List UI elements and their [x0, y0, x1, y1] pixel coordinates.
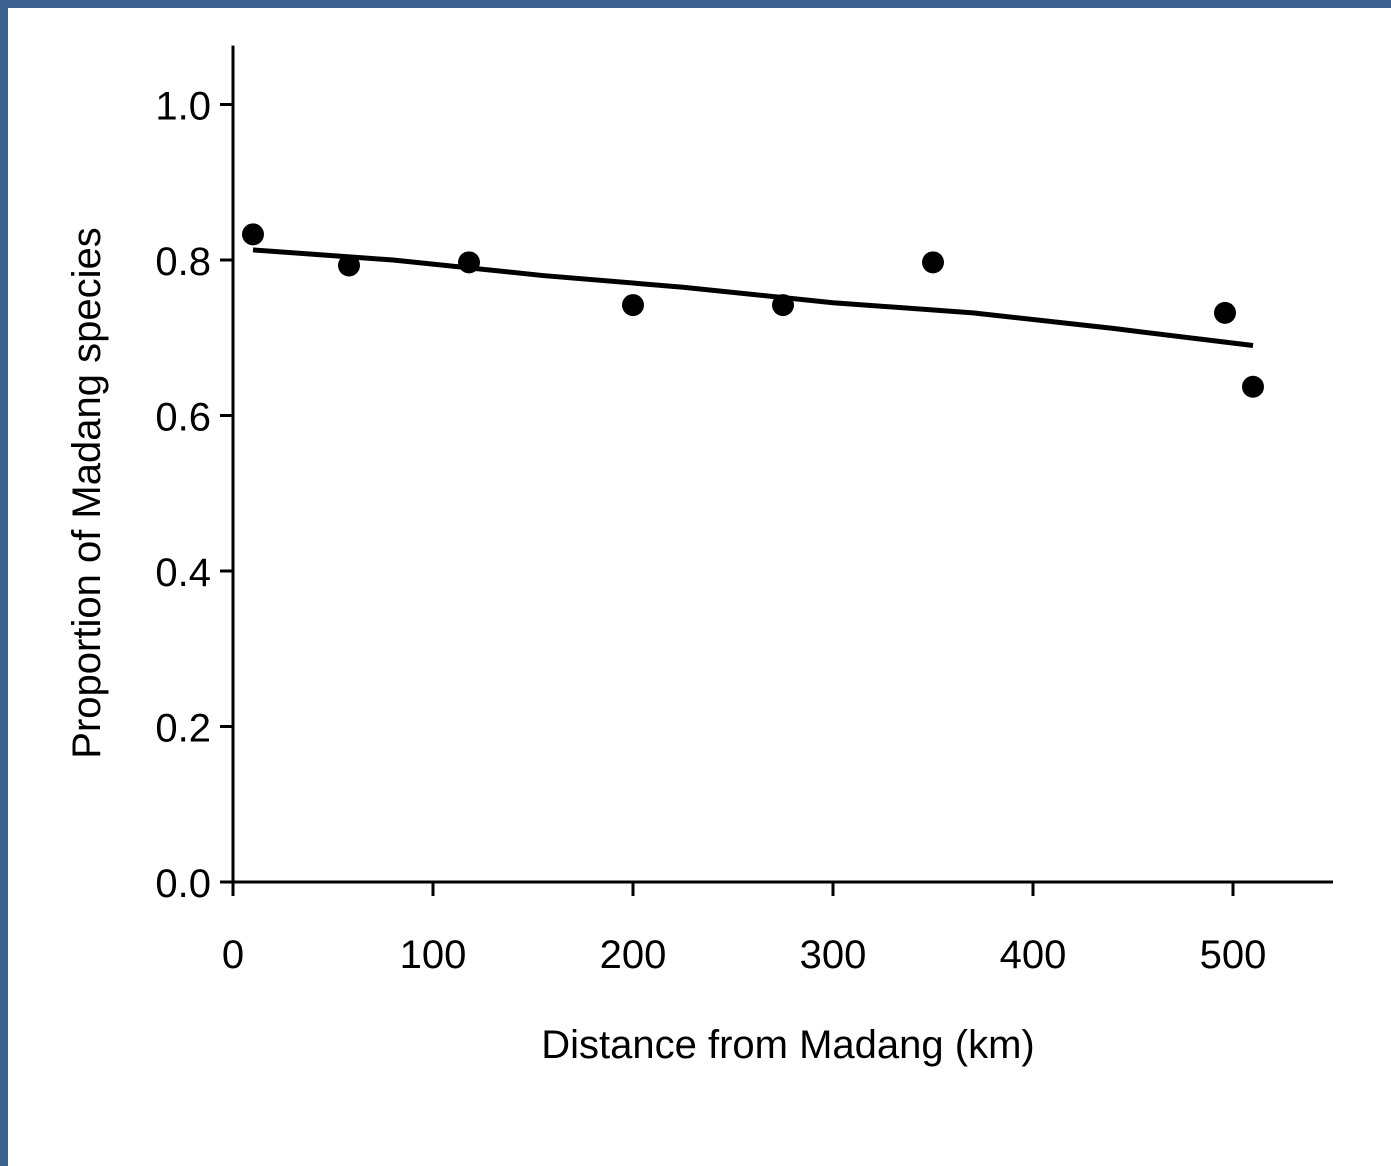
y-tick-label: 0.2 — [155, 707, 211, 751]
y-tick-label: 0.8 — [155, 240, 211, 284]
y-tick-label: 0.4 — [155, 551, 211, 595]
x-ticks: 0 100 200 300 400 500 — [222, 882, 1267, 977]
x-tick-label: 300 — [800, 933, 867, 977]
y-ticks: 0.0 0.2 0.4 0.6 0.8 1.0 — [155, 85, 233, 906]
data-points — [242, 223, 1264, 398]
data-point — [458, 251, 480, 274]
axes — [231, 45, 1333, 884]
y-axis-title: Proportion of Madang species — [65, 227, 109, 758]
data-point — [242, 223, 264, 246]
x-tick-label: 500 — [1200, 933, 1267, 977]
data-point — [772, 294, 794, 317]
data-point — [922, 251, 944, 274]
data-point — [622, 294, 644, 317]
x-tick-label: 400 — [1000, 933, 1067, 977]
data-point — [1242, 375, 1264, 398]
data-point — [1214, 301, 1236, 324]
y-tick-label: 0.0 — [155, 862, 211, 906]
x-tick-label: 0 — [222, 933, 244, 977]
x-axis-title: Distance from Madang (km) — [541, 1023, 1034, 1067]
scatter-chart: 0.0 0.2 0.4 0.6 0.8 1.0 0 100 200 300 400 500 Dist… — [65, 45, 1333, 1067]
data-point — [338, 254, 360, 277]
y-tick-label: 1.0 — [155, 85, 211, 129]
y-tick-label: 0.6 — [155, 396, 211, 440]
x-tick-label: 200 — [600, 933, 667, 977]
x-tick-label: 100 — [400, 933, 467, 977]
chart-frame: 0.0 0.2 0.4 0.6 0.8 1.0 0 100 200 300 400 500 Dist… — [8, 8, 1391, 1166]
trend-line — [252, 247, 1254, 349]
